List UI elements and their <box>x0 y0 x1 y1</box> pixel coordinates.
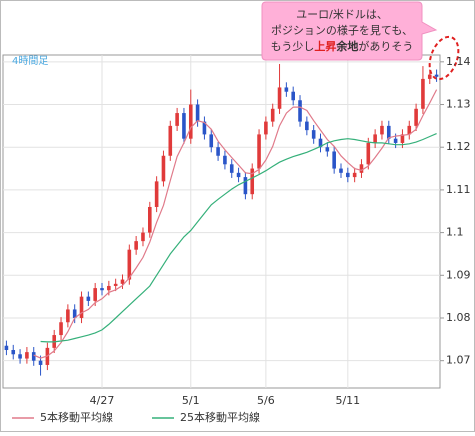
candle-body <box>59 322 63 336</box>
callout-emphasis: 上昇 <box>314 39 336 53</box>
candle-body <box>400 134 405 143</box>
candle-body <box>216 147 220 156</box>
highlight-ellipse <box>428 35 460 81</box>
legend-label: 25本移動平均線 <box>180 410 260 424</box>
candle-body <box>332 151 336 169</box>
candle-body <box>318 138 323 148</box>
candle-body <box>120 279 125 284</box>
callout-text: もう少し <box>271 40 315 53</box>
y-tick-label: 1.11 <box>446 183 471 196</box>
y-tick-label: 1.09 <box>446 268 471 281</box>
callout-bubble <box>261 1 438 61</box>
candle-body <box>277 87 282 109</box>
callout-text: ポジションの様子を見ても、 <box>271 23 413 37</box>
candle-body <box>236 172 241 178</box>
callout-bold: 余地 <box>335 39 358 53</box>
moving-average-line <box>33 89 438 359</box>
candle-body <box>113 283 118 286</box>
y-tick-label: 1.08 <box>446 311 471 324</box>
moving-average-line <box>40 133 437 343</box>
y-tick-label: 1.13 <box>446 98 471 111</box>
candle-body <box>421 78 425 109</box>
candle-body <box>93 288 97 301</box>
candle-body <box>427 74 432 79</box>
candle-body <box>134 241 138 250</box>
x-tick-label: 5/11 <box>335 394 360 407</box>
callout-text: もう少し上昇余地がありそう <box>271 39 414 53</box>
candle-body <box>195 104 200 122</box>
timeframe-label: 4時間足 <box>12 55 48 67</box>
candle-body <box>127 249 132 280</box>
x-tick-label: 4/27 <box>90 394 115 407</box>
callout-text: がありそう <box>358 39 413 53</box>
candle-body <box>325 147 330 152</box>
candle-body <box>100 288 104 291</box>
candle-body <box>209 134 214 148</box>
y-tick-label: 1.1 <box>446 226 464 239</box>
candle-body <box>4 345 9 351</box>
candle-body <box>148 206 152 233</box>
candle-body <box>359 164 364 173</box>
candle-body <box>393 138 398 143</box>
candle-body <box>25 352 29 359</box>
candle-body <box>168 125 173 156</box>
candle-body <box>229 164 234 173</box>
candle-body <box>188 104 193 139</box>
candle-body <box>202 121 207 135</box>
candle-body <box>250 168 255 195</box>
candle-body <box>66 309 70 323</box>
callout-text: ユーロ/米ドルは、 <box>296 8 388 21</box>
candle-body <box>380 125 384 135</box>
y-tick-label: 1.07 <box>446 354 471 367</box>
candle-body <box>243 177 248 195</box>
candle-body <box>72 309 77 318</box>
candle-body <box>346 172 350 178</box>
candle-body <box>434 74 439 77</box>
candle-body <box>161 155 166 182</box>
candle-body <box>182 113 186 139</box>
legend-label: 5本移動平均線 <box>40 410 113 424</box>
candle-body <box>79 296 84 318</box>
candle-body <box>11 350 16 355</box>
candle-body <box>86 296 91 301</box>
candle-body <box>257 134 261 169</box>
candle-body <box>38 360 43 365</box>
x-tick-label: 5/6 <box>257 394 275 407</box>
candle-body <box>311 130 316 139</box>
candle-body <box>291 91 295 101</box>
y-tick-label: 1.12 <box>446 140 471 153</box>
x-tick-label: 5/1 <box>182 394 200 407</box>
candle-body <box>107 285 111 291</box>
candle-body <box>373 134 377 143</box>
candle-body <box>414 108 418 126</box>
candle-body <box>366 142 371 165</box>
plot-area <box>2 54 441 389</box>
candle-body <box>339 168 343 173</box>
candle-body <box>154 181 159 207</box>
candle-body <box>386 125 391 139</box>
y-tick-label: 1.14 <box>446 55 471 68</box>
candle-body <box>18 354 22 359</box>
candle-body <box>223 155 227 165</box>
candle-body <box>31 352 36 361</box>
candle-body <box>352 172 357 178</box>
candle-body <box>305 121 309 131</box>
candle-body <box>141 232 145 242</box>
candle-body <box>284 87 289 92</box>
candle-body <box>407 125 412 135</box>
candle-body <box>175 113 179 126</box>
candle-body <box>298 100 302 122</box>
candle-body <box>270 108 275 122</box>
candle-body <box>264 121 268 135</box>
